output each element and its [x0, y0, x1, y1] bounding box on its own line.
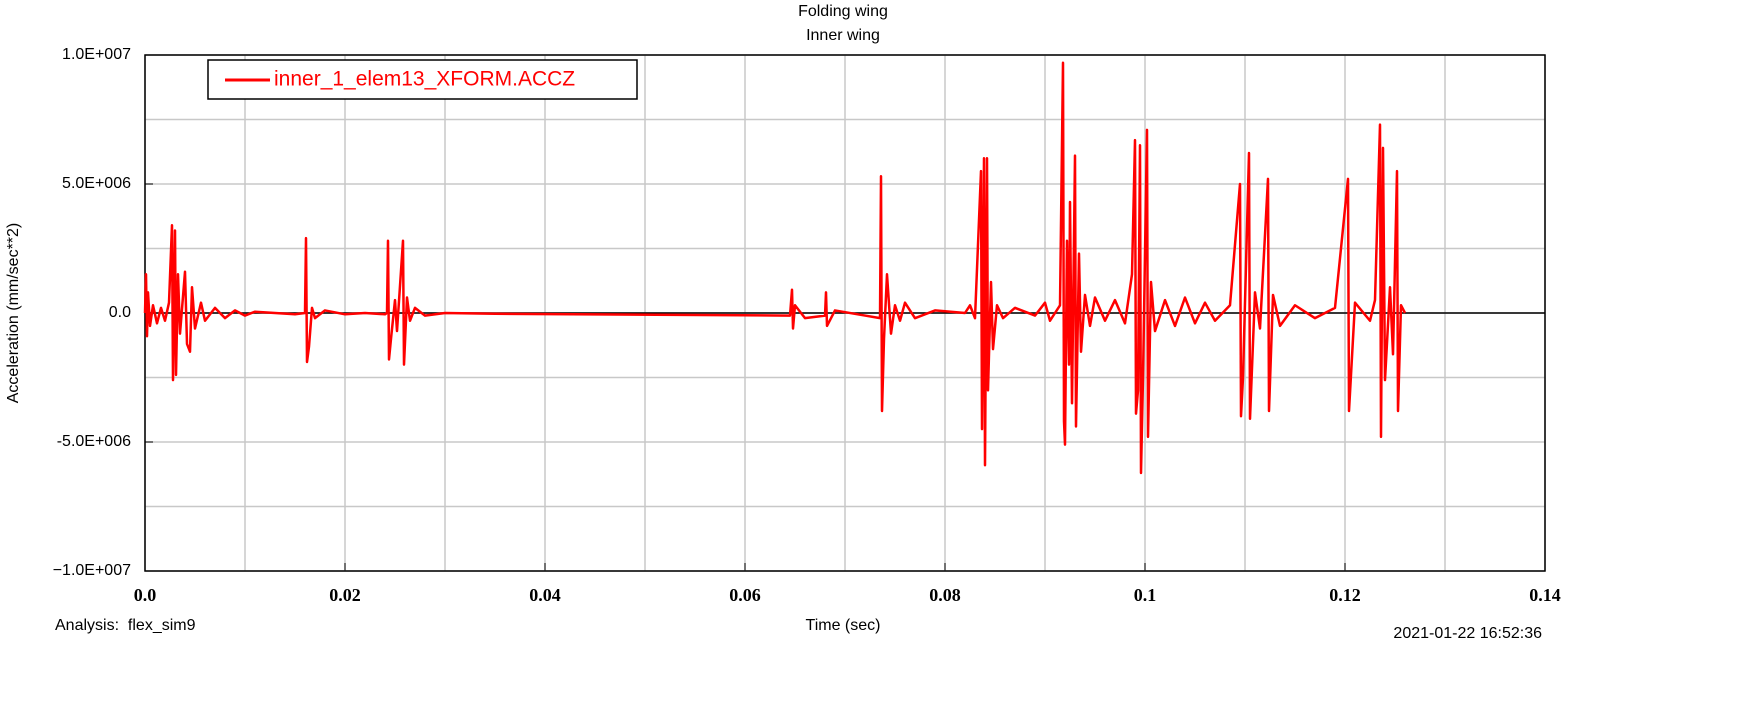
legend-box	[207, 59, 638, 100]
y-tick-label: 1.0E+007	[62, 46, 131, 63]
x-tick-label: 0.12	[1329, 585, 1361, 605]
x-tick-label: 0.1	[1134, 585, 1157, 605]
y-tick-label: 0.0	[109, 304, 131, 321]
y-tick-label: 5.0E+006	[62, 175, 131, 192]
chart-title: Folding wing	[798, 3, 888, 20]
legend: inner_1_elem13_XFORM.ACCZ	[207, 59, 638, 100]
x-tick-label: 0.0	[134, 585, 157, 605]
chart-subtitle: Inner wing	[806, 27, 880, 44]
y-tick-label: -5.0E+006	[57, 433, 131, 450]
series-line	[143, 61, 1407, 475]
x-tick-label: 0.06	[729, 585, 761, 605]
x-tick-label: 0.02	[329, 585, 361, 605]
analysis-label: Analysis: flex_sim9	[55, 617, 196, 634]
legend-label: inner_1_elem13_XFORM.ACCZ	[274, 68, 575, 91]
x-axis-label: Time (sec)	[806, 617, 881, 634]
x-tick-label: 0.04	[529, 585, 561, 605]
y-tick-label: −1.0E+007	[53, 562, 131, 579]
timestamp: 2021-01-22 16:52:36	[1393, 625, 1542, 642]
y-axis-label: Acceleration (mm/sec**2)	[5, 223, 22, 404]
x-tick-label: 0.08	[929, 585, 961, 605]
x-tick-label: 0.14	[1529, 585, 1561, 605]
